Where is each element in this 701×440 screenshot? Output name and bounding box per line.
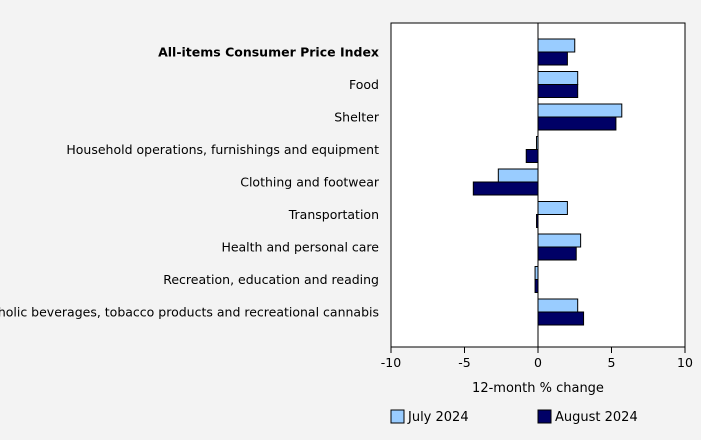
- bar-august-4: [472, 181, 539, 196]
- bar-august-0: [537, 51, 568, 66]
- category-label: Transportation: [288, 207, 379, 222]
- bar-july-0: [537, 38, 576, 53]
- bar-august-6: [537, 246, 577, 261]
- bar-august-3: [525, 149, 539, 163]
- bar-july-6: [537, 233, 582, 248]
- bar-july-5: [537, 201, 568, 215]
- category-label: Clothing and footwear: [240, 175, 380, 190]
- category-labels: All-items Consumer Price Index Food Shelte…: [0, 45, 380, 320]
- category-label: Household operations, furnishings and eq…: [66, 142, 379, 157]
- category-label: Shelter: [334, 110, 380, 125]
- legend-label-july: July 2024: [407, 410, 469, 425]
- category-label: Alcoholic beverages, tobacco products an…: [0, 305, 379, 320]
- bar-july-1: [537, 71, 579, 85]
- legend-swatch-august: [537, 409, 552, 424]
- category-label: Recreation, education and reading: [163, 272, 379, 287]
- legend-label-august: August 2024: [555, 410, 638, 425]
- x-tick-label: 0: [534, 355, 542, 370]
- x-axis-title: 12-month % change: [472, 381, 604, 396]
- category-label: Health and personal care: [221, 240, 379, 255]
- x-tick-label: 5: [608, 355, 616, 370]
- bar-july-4: [497, 168, 539, 183]
- bar-august-1: [537, 84, 579, 98]
- bar-august-8: [537, 311, 585, 326]
- x-tick-label: -10: [381, 355, 401, 370]
- legend-swatch-july: [390, 409, 405, 424]
- category-label: All-items Consumer Price Index: [158, 45, 379, 60]
- bar-july-2: [537, 103, 623, 118]
- bar-july-8: [537, 298, 579, 313]
- bar-august-2: [537, 116, 617, 131]
- bars-group: [472, 38, 623, 326]
- x-tick-label: 10: [677, 355, 693, 370]
- legend: July 2024 August 2024: [390, 409, 638, 425]
- category-label: Food: [349, 77, 379, 92]
- x-axis-ticks: -10 -5 0 5 10: [381, 347, 693, 370]
- x-tick-label: -5: [458, 355, 470, 370]
